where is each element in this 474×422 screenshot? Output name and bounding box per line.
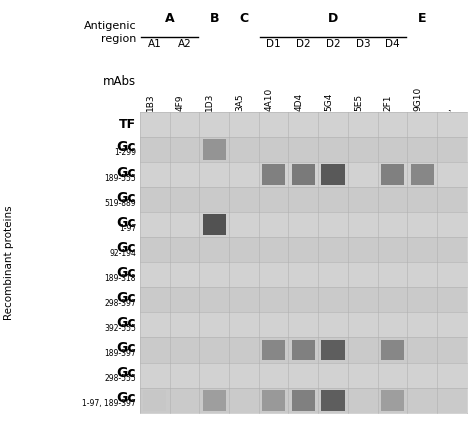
Text: 1D3: 1D3 bbox=[205, 92, 214, 111]
Bar bbox=[140, 338, 467, 362]
Text: Antigenic
region: Antigenic region bbox=[83, 21, 136, 44]
Bar bbox=[143, 390, 166, 411]
Text: Gc: Gc bbox=[117, 165, 136, 179]
Bar bbox=[321, 164, 345, 185]
Text: TF: TF bbox=[119, 118, 136, 131]
Text: 298-397: 298-397 bbox=[104, 299, 136, 308]
Text: 4A10: 4A10 bbox=[264, 87, 273, 111]
Text: Gc: Gc bbox=[117, 291, 136, 305]
Text: Gc: Gc bbox=[117, 316, 136, 330]
Text: A: A bbox=[165, 12, 174, 25]
Bar bbox=[262, 164, 285, 185]
Text: B: B bbox=[210, 12, 219, 25]
Text: 1-299: 1-299 bbox=[114, 149, 136, 157]
Text: 2F1: 2F1 bbox=[383, 94, 392, 111]
Bar bbox=[381, 164, 404, 185]
Text: 298-555: 298-555 bbox=[104, 374, 136, 383]
Text: Gc: Gc bbox=[117, 266, 136, 280]
Text: 1B3: 1B3 bbox=[146, 93, 155, 111]
Text: D2: D2 bbox=[326, 39, 340, 49]
Text: Gc: Gc bbox=[117, 391, 136, 405]
Text: 189-318: 189-318 bbox=[105, 274, 136, 283]
Bar bbox=[410, 164, 434, 185]
Text: 9G10: 9G10 bbox=[413, 87, 422, 111]
Bar bbox=[381, 340, 404, 360]
Text: E: E bbox=[418, 12, 427, 25]
Bar bbox=[292, 390, 315, 411]
Text: 189-397: 189-397 bbox=[104, 349, 136, 358]
Bar bbox=[140, 388, 467, 413]
Text: 1-97, 189-397: 1-97, 189-397 bbox=[82, 399, 136, 408]
Text: A2: A2 bbox=[178, 39, 191, 49]
Bar bbox=[140, 162, 467, 187]
Text: mAbs: mAbs bbox=[103, 75, 136, 87]
Text: Gc: Gc bbox=[117, 191, 136, 205]
Bar bbox=[202, 214, 226, 235]
Text: D: D bbox=[328, 12, 338, 25]
Bar bbox=[381, 390, 404, 411]
Text: D1: D1 bbox=[266, 39, 281, 49]
Text: 519-889: 519-889 bbox=[104, 199, 136, 208]
Text: 392-555: 392-555 bbox=[104, 324, 136, 333]
Text: D2: D2 bbox=[296, 39, 310, 49]
Bar bbox=[262, 390, 285, 411]
Bar bbox=[140, 262, 467, 287]
Bar bbox=[140, 137, 467, 162]
Text: A1: A1 bbox=[148, 39, 162, 49]
Bar bbox=[140, 237, 467, 262]
Text: Gc: Gc bbox=[117, 141, 136, 154]
Bar bbox=[140, 312, 467, 338]
Text: ,: , bbox=[443, 108, 452, 111]
Bar bbox=[140, 212, 467, 237]
Bar bbox=[140, 287, 467, 312]
Text: 1-97: 1-97 bbox=[119, 224, 136, 233]
Bar bbox=[140, 187, 467, 212]
Bar bbox=[262, 340, 285, 360]
Text: 3A5: 3A5 bbox=[235, 93, 244, 111]
Text: 4F9: 4F9 bbox=[175, 94, 184, 111]
Text: D4: D4 bbox=[385, 39, 400, 49]
Bar bbox=[292, 164, 315, 185]
Text: 4D4: 4D4 bbox=[294, 92, 303, 111]
Bar bbox=[202, 139, 226, 160]
Text: Gc: Gc bbox=[117, 341, 136, 355]
Text: 5E5: 5E5 bbox=[354, 93, 363, 111]
Text: Recombinant proteins: Recombinant proteins bbox=[3, 205, 14, 319]
Bar bbox=[292, 340, 315, 360]
Text: Gc: Gc bbox=[117, 366, 136, 380]
Text: Gc: Gc bbox=[117, 241, 136, 255]
Text: D3: D3 bbox=[356, 39, 370, 49]
Bar bbox=[321, 340, 345, 360]
Bar bbox=[321, 390, 345, 411]
Text: 189-555: 189-555 bbox=[104, 173, 136, 183]
Text: C: C bbox=[239, 12, 248, 25]
Bar bbox=[140, 362, 467, 388]
Text: Gc: Gc bbox=[117, 216, 136, 230]
Text: 5G4: 5G4 bbox=[324, 92, 333, 111]
Bar bbox=[140, 112, 467, 137]
Text: 92-194: 92-194 bbox=[109, 249, 136, 258]
Bar bbox=[202, 390, 226, 411]
